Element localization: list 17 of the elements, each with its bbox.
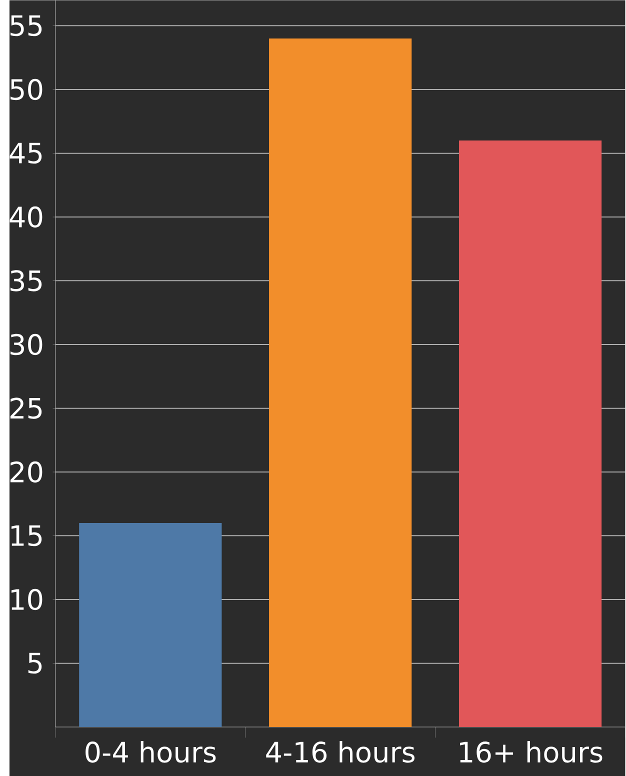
- y-tick-label: 55: [10, 15, 42, 36]
- y-tick-label: 50: [10, 78, 42, 100]
- y-tick-label: 35: [10, 270, 42, 292]
- y-tick-label: 40: [10, 206, 42, 228]
- x-tick-label: 4-16 hours: [266, 741, 415, 763]
- bar: [269, 38, 412, 728]
- bar: [459, 140, 602, 728]
- x-tick-label: 16+ hours: [460, 741, 602, 763]
- bar: [79, 523, 222, 728]
- y-tick-label: 30: [10, 334, 42, 356]
- x-tick-label: 0-4 hours: [86, 741, 216, 763]
- y-tick-label: 20: [10, 461, 42, 483]
- y-tick-label: 45: [10, 142, 42, 164]
- y-tick-label: 15: [12, 525, 42, 546]
- y-tick-label: 10: [12, 588, 42, 610]
- y-tick-label: 5: [28, 652, 42, 674]
- y-tick-label: 25: [10, 398, 42, 419]
